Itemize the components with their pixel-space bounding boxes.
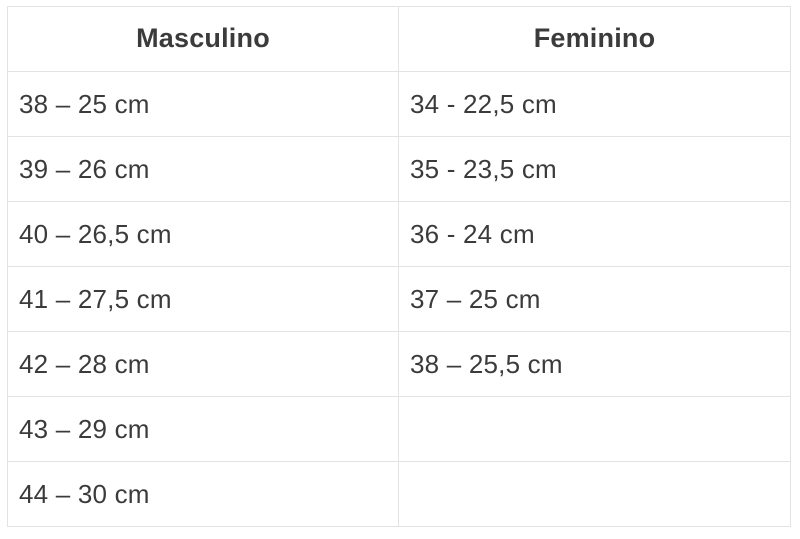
table-body: 38 – 25 cm 34 - 22,5 cm 39 – 26 cm 35 - …: [7, 71, 791, 527]
cell-feminino: 35 - 23,5 cm: [398, 136, 791, 202]
cell-masculino: 43 – 29 cm: [7, 396, 399, 462]
cell-masculino: 39 – 26 cm: [7, 136, 399, 202]
cell-feminino: 37 – 25 cm: [398, 266, 791, 332]
table-row: 40 – 26,5 cm 36 - 24 cm: [7, 201, 791, 267]
table-row: 41 – 27,5 cm 37 – 25 cm: [7, 266, 791, 332]
table-row: 42 – 28 cm 38 – 25,5 cm: [7, 331, 791, 397]
cell-masculino: 40 – 26,5 cm: [7, 201, 399, 267]
column-header-feminino: Feminino: [398, 6, 791, 72]
table-header: Masculino Feminino: [7, 6, 791, 72]
cell-masculino: 42 – 28 cm: [7, 331, 399, 397]
table-row: 39 – 26 cm 35 - 23,5 cm: [7, 136, 791, 202]
table-row: 38 – 25 cm 34 - 22,5 cm: [7, 71, 791, 137]
table-header-row: Masculino Feminino: [7, 6, 791, 72]
cell-feminino: 38 – 25,5 cm: [398, 331, 791, 397]
table-row: 43 – 29 cm: [7, 396, 791, 462]
cell-feminino: [398, 461, 791, 527]
cell-feminino: 36 - 24 cm: [398, 201, 791, 267]
cell-masculino: 41 – 27,5 cm: [7, 266, 399, 332]
table-row: 44 – 30 cm: [7, 461, 791, 527]
cell-feminino: [398, 396, 791, 462]
shoe-size-table: Masculino Feminino 38 – 25 cm 34 - 22,5 …: [7, 6, 791, 527]
cell-feminino: 34 - 22,5 cm: [398, 71, 791, 137]
cell-masculino: 44 – 30 cm: [7, 461, 399, 527]
column-header-masculino: Masculino: [7, 6, 399, 72]
cell-masculino: 38 – 25 cm: [7, 71, 399, 137]
